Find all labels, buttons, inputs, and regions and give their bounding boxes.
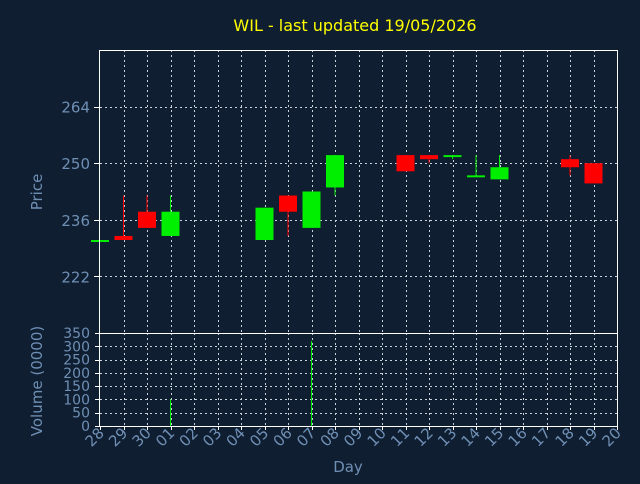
day-tick-label: 30 <box>129 424 155 450</box>
day-tick-label: 05 <box>246 424 272 450</box>
volume-panel-frame <box>99 333 618 427</box>
volume-tick-label: 350 <box>63 326 90 342</box>
day-tick-label: 17 <box>528 424 554 450</box>
candle <box>467 155 485 178</box>
candle-body <box>326 155 344 188</box>
day-tick-label: 11 <box>387 424 413 450</box>
day-tick-labels: 2829300102030405060708091011121314151617… <box>82 424 625 450</box>
candle <box>279 195 297 236</box>
day-tick-label: 02 <box>176 424 202 450</box>
volume-tick-label: 250 <box>63 353 90 369</box>
day-tick-label: 18 <box>552 424 578 450</box>
candle-body <box>467 175 485 178</box>
price-panel-frame <box>99 50 618 334</box>
day-tick-label: 19 <box>575 424 601 450</box>
candle <box>443 155 462 160</box>
day-tick-label: 13 <box>434 424 460 450</box>
day-tick-label: 01 <box>152 424 178 450</box>
volume-tick-label: 0 <box>81 419 90 435</box>
day-tick-label: 08 <box>317 424 343 450</box>
candle <box>255 207 274 241</box>
candle-body <box>561 159 579 168</box>
price-tick-label: 264 <box>61 99 90 117</box>
volume-tick-label: 300 <box>63 339 90 355</box>
candles <box>91 155 603 243</box>
day-tick-label: 16 <box>505 424 531 450</box>
day-tick-label: 15 <box>481 424 507 450</box>
day-tick-label: 10 <box>364 424 390 450</box>
day-tick-label: 20 <box>599 424 625 450</box>
volume-tick-label: 50 <box>72 406 90 422</box>
price-grid <box>100 50 617 333</box>
volume-bars <box>170 340 312 426</box>
candle-body <box>138 211 156 228</box>
day-tick-label: 12 <box>411 424 437 450</box>
day-tick-label: 03 <box>199 424 225 450</box>
price-tick-labels: 222 236 250 264 <box>61 99 100 286</box>
volume-grid <box>100 333 617 426</box>
price-tick-label: 222 <box>61 268 90 286</box>
volume-tick-label: 150 <box>63 379 90 395</box>
candle <box>161 195 180 236</box>
candle-body <box>161 211 180 236</box>
candle <box>561 155 579 176</box>
price-axis-label: Price <box>28 174 46 211</box>
day-tick-label: 14 <box>458 424 484 450</box>
day-tick-label: 06 <box>270 424 296 450</box>
day-tick-label: 04 <box>223 424 249 450</box>
day-tick-label: 29 <box>105 424 131 450</box>
day-tick-label: 09 <box>340 424 366 450</box>
day-tick-label: 07 <box>293 424 319 450</box>
candle <box>302 191 321 228</box>
candle-body <box>396 155 415 172</box>
candle-body <box>279 195 297 212</box>
candle-body <box>302 191 321 228</box>
price-tick-label: 250 <box>61 155 90 173</box>
volume-tick-label: 100 <box>63 392 90 408</box>
volume-axis-label: Volume (0000) <box>28 326 46 436</box>
candle <box>396 155 415 172</box>
price-tick-label: 236 <box>61 212 90 230</box>
candle <box>138 195 156 228</box>
candle <box>490 155 509 180</box>
candle-body <box>584 163 603 184</box>
candle <box>584 163 603 184</box>
candle-body <box>420 155 438 160</box>
candle-body <box>255 207 274 241</box>
candle-body <box>443 155 462 158</box>
chart-title: WIL - last updated 19/05/2026 <box>233 16 476 35</box>
candle-body <box>114 235 133 241</box>
day-axis-label: Day <box>333 458 363 476</box>
candle <box>420 155 438 164</box>
candle <box>326 155 344 196</box>
volume-tick-label: 200 <box>63 366 90 382</box>
candle-body <box>490 167 509 180</box>
candle <box>114 195 133 241</box>
